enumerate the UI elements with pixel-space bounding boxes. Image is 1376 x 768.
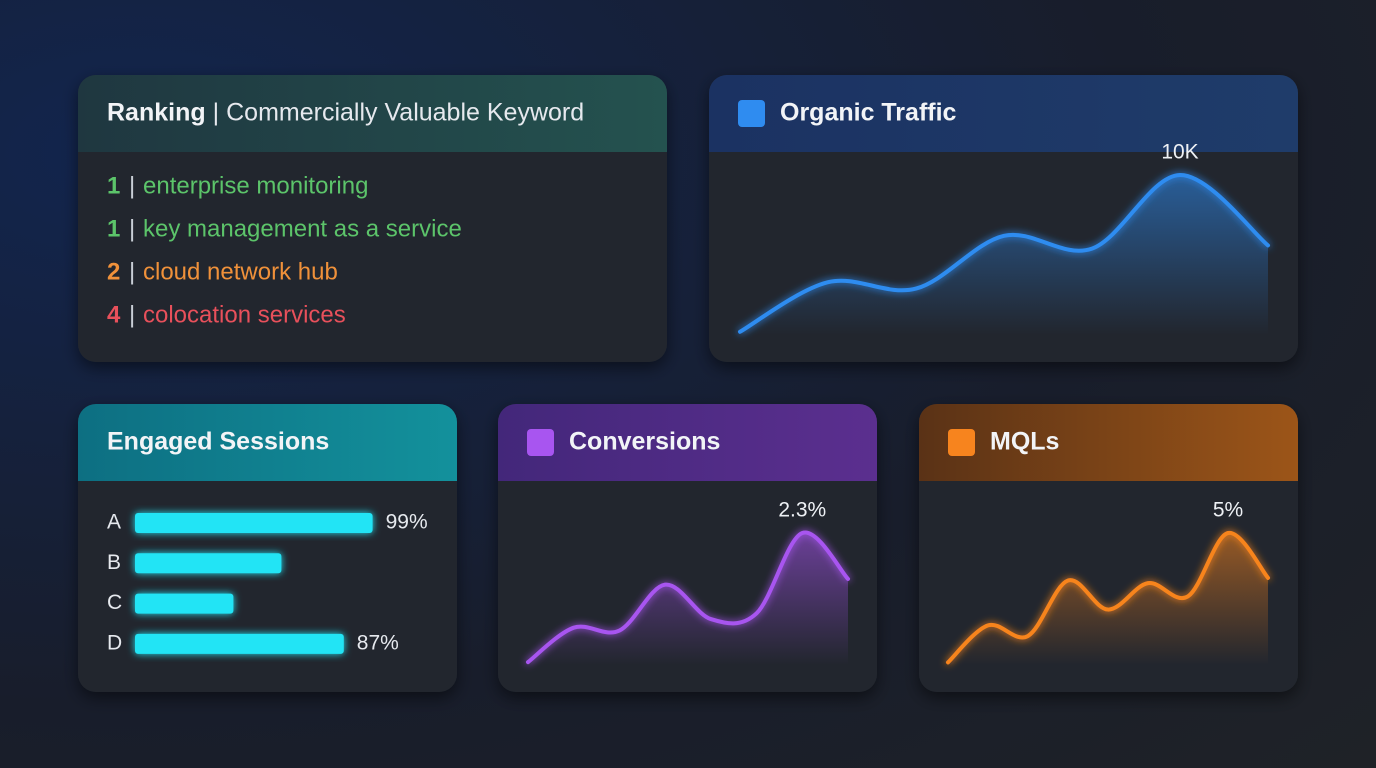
keyword: cloud network hub bbox=[143, 258, 338, 285]
keyword: enterprise monitoring bbox=[143, 172, 368, 199]
category-label: C bbox=[107, 591, 122, 614]
rank-separator: | bbox=[129, 301, 135, 328]
area bbox=[948, 532, 1268, 665]
chart-card-1: Engaged Sessions A 99% BCD 87% bbox=[78, 404, 457, 692]
line bbox=[738, 172, 1270, 334]
chart-card-3: MQLs 5% bbox=[919, 404, 1298, 692]
rank-separator: | bbox=[129, 258, 135, 285]
card-header bbox=[709, 75, 1298, 152]
rank: 4 bbox=[107, 301, 121, 328]
legend-swatch bbox=[738, 100, 765, 127]
chart-title: Conversions bbox=[569, 428, 720, 456]
rank-separator: | bbox=[129, 172, 135, 199]
category-label: D bbox=[107, 631, 122, 654]
legend-swatch bbox=[948, 429, 975, 456]
category-label: A bbox=[107, 511, 121, 534]
card-header bbox=[78, 404, 457, 481]
keyword: key management as a service bbox=[143, 215, 462, 242]
category-label: B bbox=[107, 551, 121, 574]
chart-title: MQLs bbox=[990, 428, 1059, 456]
card-header bbox=[78, 75, 667, 152]
card-subtitle: Commercially Valuable Keyword bbox=[226, 99, 584, 127]
value-label: 10K bbox=[1161, 141, 1198, 164]
bar bbox=[135, 633, 344, 654]
chart-card-0: Organic Traffic 10K bbox=[709, 75, 1298, 362]
value-label: 87% bbox=[357, 631, 399, 654]
value-label: 2.3% bbox=[778, 499, 826, 522]
chart-card-2: Conversions 2.3% bbox=[498, 404, 877, 692]
card-header bbox=[919, 404, 1298, 481]
area bbox=[740, 174, 1268, 335]
chart-title: Engaged Sessions bbox=[107, 428, 329, 456]
rank: 2 bbox=[107, 258, 120, 285]
area bbox=[528, 532, 848, 665]
rank-separator: | bbox=[129, 215, 135, 242]
line bbox=[946, 531, 1270, 665]
legend-swatch bbox=[527, 429, 554, 456]
keyword: colocation services bbox=[143, 301, 346, 328]
value-label: 5% bbox=[1213, 499, 1243, 522]
value-label: 99% bbox=[386, 511, 428, 534]
bar bbox=[135, 593, 234, 614]
card-header bbox=[498, 404, 877, 481]
title-separator: | bbox=[213, 99, 220, 127]
line bbox=[526, 530, 850, 665]
rank: 1 bbox=[107, 172, 120, 199]
bar bbox=[135, 513, 373, 533]
bar bbox=[135, 553, 282, 574]
chart-title: Organic Traffic bbox=[780, 99, 957, 127]
rank: 1 bbox=[107, 215, 120, 242]
card-title: Ranking bbox=[107, 99, 206, 127]
